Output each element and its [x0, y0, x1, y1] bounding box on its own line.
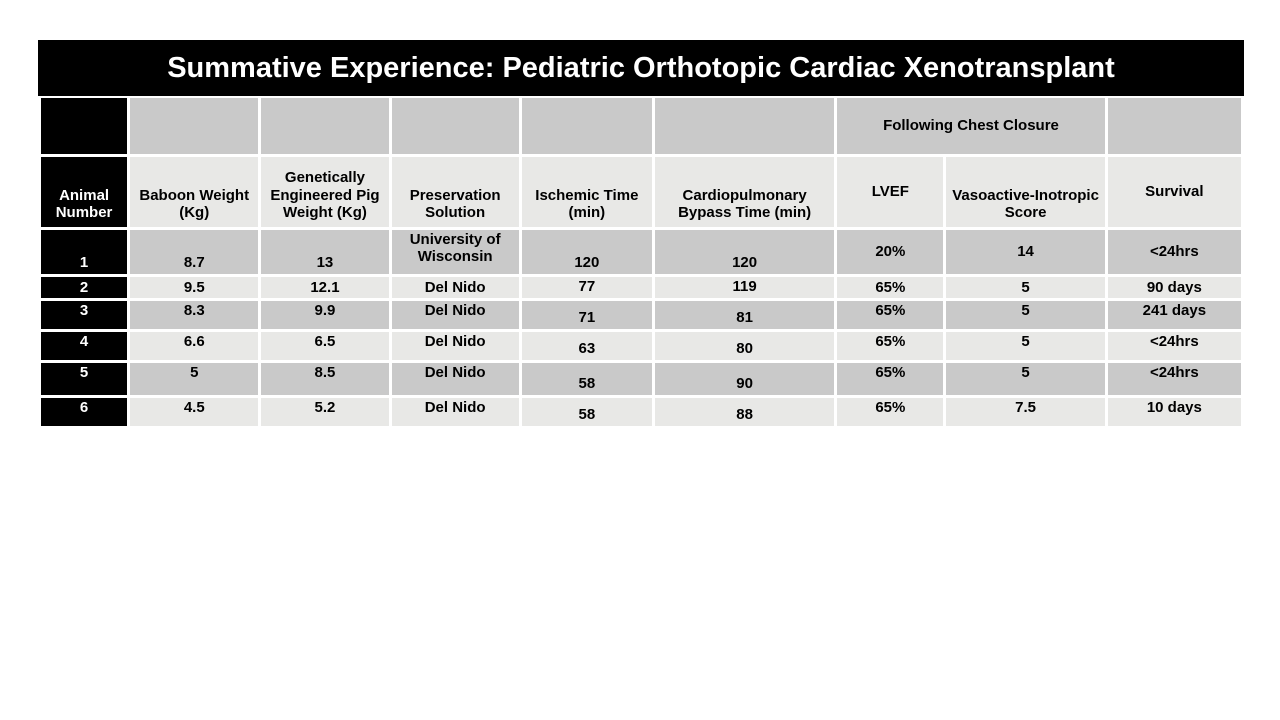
table-row: 6 4.5 5.2 Del Nido 58 88 65% 7.5 10 days	[41, 398, 1241, 427]
table-cell: 65%	[837, 398, 944, 427]
table-cell: 20%	[837, 230, 944, 274]
row-number-cell: 5	[41, 363, 128, 396]
row-number-cell: 6	[41, 398, 128, 427]
table-cell: <24hrs	[1107, 363, 1241, 396]
column-header-preservation: Preservation Solution	[391, 157, 519, 227]
band-empty-cell	[130, 98, 259, 154]
table-cell: 63	[521, 332, 652, 361]
table-cell: 5	[946, 301, 1105, 330]
table-cell: 241 days	[1107, 301, 1241, 330]
table-cell: 5	[946, 277, 1105, 299]
table-cell: 13	[261, 230, 389, 274]
column-header-pig-weight: Genetically Engineered Pig Weight (Kg)	[261, 157, 389, 227]
table-cell: 119	[654, 277, 835, 299]
table-cell: 8.5	[261, 363, 389, 396]
table-cell: 6.6	[130, 332, 259, 361]
table-cell: University of Wisconsin	[391, 230, 519, 274]
band-empty-cell	[521, 98, 652, 154]
band-empty-cell	[1107, 98, 1241, 154]
row-number-cell: 2	[41, 277, 128, 299]
xenotransplant-table: Following Chest Closure Animal Number Ba…	[38, 95, 1244, 429]
table-row: 4 6.6 6.5 Del Nido 63 80 65% 5 <24hrs	[41, 332, 1241, 361]
table-cell: Del Nido	[391, 363, 519, 396]
column-header-vis-score: Vasoactive-Inotropic Score	[946, 157, 1105, 227]
column-header-survival: Survival	[1107, 157, 1241, 227]
column-header-row: Animal Number Baboon Weight (Kg) Genetic…	[41, 157, 1241, 227]
band-empty-cell	[261, 98, 389, 154]
band-chest-closure-cell: Following Chest Closure	[837, 98, 1105, 154]
column-header-ischemic-time: Ischemic Time (min)	[521, 157, 652, 227]
column-header-lvef: LVEF	[837, 157, 944, 227]
table-cell: 8.3	[130, 301, 259, 330]
table-row: 2 9.5 12.1 Del Nido 77 119 65% 5 90 days	[41, 277, 1241, 299]
table-cell: 9.5	[130, 277, 259, 299]
table-cell: 65%	[837, 332, 944, 361]
table-cell: 65%	[837, 363, 944, 396]
table-cell: 88	[654, 398, 835, 427]
table-cell: 4.5	[130, 398, 259, 427]
table-cell: 9.9	[261, 301, 389, 330]
table-cell: 80	[654, 332, 835, 361]
table-cell: 90	[654, 363, 835, 396]
table-cell: 10 days	[1107, 398, 1241, 427]
table-row: 5 5 8.5 Del Nido 58 90 65% 5 <24hrs	[41, 363, 1241, 396]
table-cell: 71	[521, 301, 652, 330]
table-cell: 12.1	[261, 277, 389, 299]
table-cell: 8.7	[130, 230, 259, 274]
table-cell: 81	[654, 301, 835, 330]
table-body: 1 8.7 13 University of Wisconsin 120 120…	[41, 230, 1241, 427]
table-cell: Del Nido	[391, 301, 519, 330]
table-cell: 7.5	[946, 398, 1105, 427]
table-cell: 65%	[837, 301, 944, 330]
column-header-bypass-time: Cardiopulmonary Bypass Time (min)	[654, 157, 835, 227]
table-header-group: Following Chest Closure Animal Number Ba…	[41, 98, 1241, 227]
row-number-cell: 1	[41, 230, 128, 274]
table-cell: 65%	[837, 277, 944, 299]
table-row: 1 8.7 13 University of Wisconsin 120 120…	[41, 230, 1241, 274]
band-empty-cell	[391, 98, 519, 154]
table-cell: <24hrs	[1107, 332, 1241, 361]
table-cell: Del Nido	[391, 332, 519, 361]
band-row: Following Chest Closure	[41, 98, 1241, 154]
table-cell: 58	[521, 363, 652, 396]
table-cell: 77	[521, 277, 652, 299]
row-number-cell: 3	[41, 301, 128, 330]
table-cell: Del Nido	[391, 277, 519, 299]
band-empty-cell	[654, 98, 835, 154]
table-cell: 14	[946, 230, 1105, 274]
table-cell: <24hrs	[1107, 230, 1241, 274]
column-header-baboon-weight: Baboon Weight (Kg)	[130, 157, 259, 227]
table-cell: 5	[946, 363, 1105, 396]
table-cell: 90 days	[1107, 277, 1241, 299]
table-cell: 120	[521, 230, 652, 274]
band-stub-cell	[41, 98, 128, 154]
slide-title: Summative Experience: Pediatric Orthotop…	[38, 40, 1244, 96]
table-cell: 58	[521, 398, 652, 427]
table-row: 3 8.3 9.9 Del Nido 71 81 65% 5 241 days	[41, 301, 1241, 330]
table-cell: Del Nido	[391, 398, 519, 427]
row-number-cell: 4	[41, 332, 128, 361]
table-cell: 5	[130, 363, 259, 396]
table-cell: 5	[946, 332, 1105, 361]
table-cell: 5.2	[261, 398, 389, 427]
table-cell: 120	[654, 230, 835, 274]
column-header-animal-number: Animal Number	[41, 157, 128, 227]
table-cell: 6.5	[261, 332, 389, 361]
